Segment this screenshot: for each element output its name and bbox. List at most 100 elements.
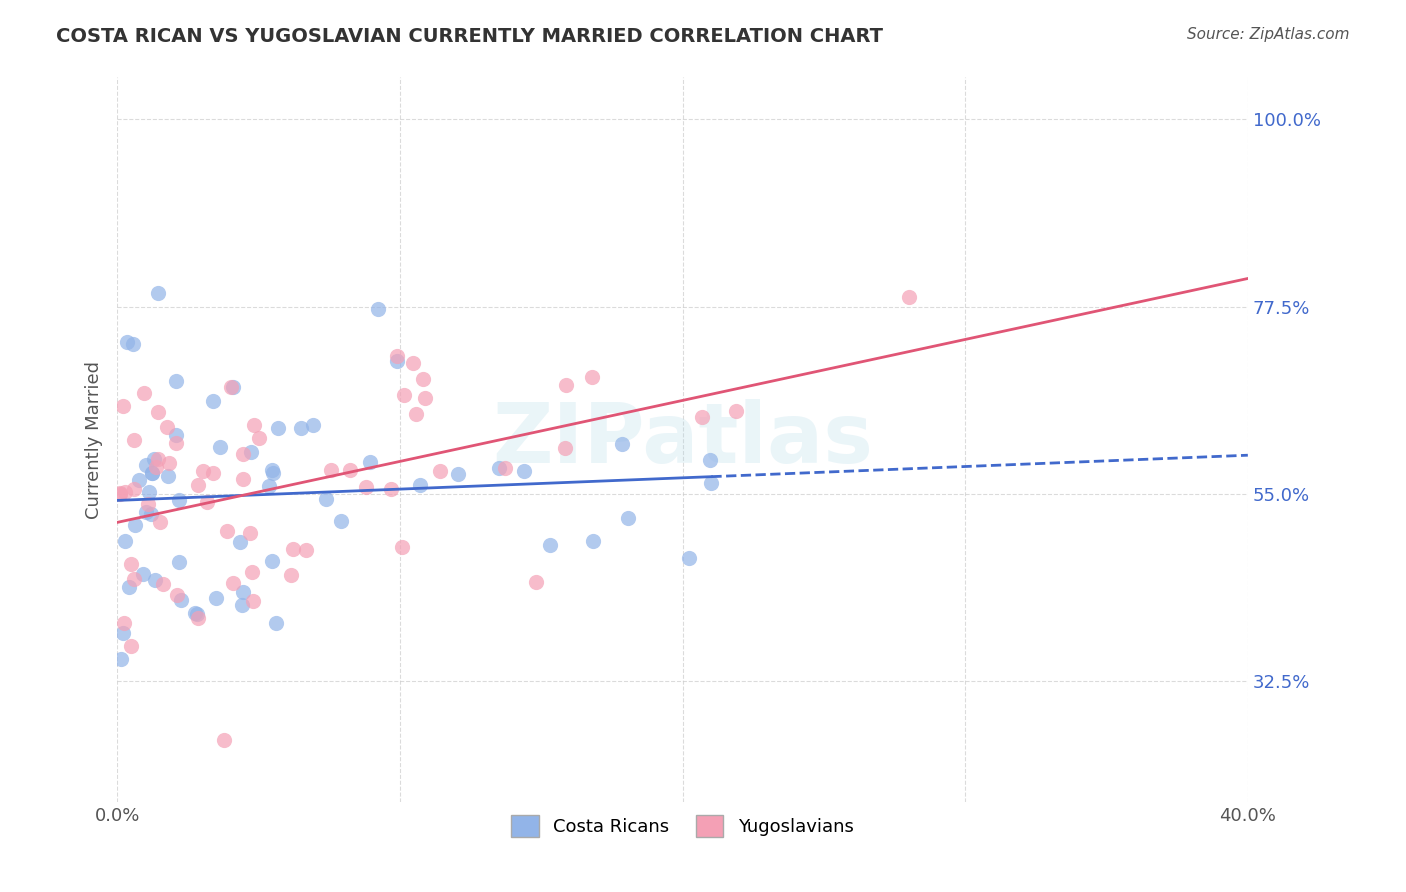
Point <box>187 477 209 491</box>
Point <box>554 378 576 392</box>
Point <box>281 541 304 556</box>
Point <box>260 463 283 477</box>
Point <box>117 580 139 594</box>
Point <box>447 467 470 481</box>
Point <box>247 431 270 445</box>
Point <box>143 451 166 466</box>
Point <box>692 410 714 425</box>
Point <box>114 484 136 499</box>
Point <box>367 301 389 316</box>
Point <box>136 497 159 511</box>
Point <box>359 455 381 469</box>
Point <box>290 421 312 435</box>
Point <box>124 518 146 533</box>
Point <box>183 607 205 621</box>
Point <box>240 444 263 458</box>
Point <box>898 290 921 304</box>
Text: COSTA RICAN VS YUGOSLAVIAN CURRENTLY MARRIED CORRELATION CHART: COSTA RICAN VS YUGOSLAVIAN CURRENTLY MAR… <box>56 27 883 45</box>
Point <box>339 463 361 477</box>
Point <box>494 461 516 475</box>
Point <box>301 418 323 433</box>
Point <box>169 593 191 607</box>
Point <box>117 334 139 349</box>
Point <box>219 380 242 394</box>
Point <box>108 486 131 500</box>
Point <box>204 591 226 606</box>
Point <box>212 732 235 747</box>
Point <box>157 456 180 470</box>
Point <box>387 354 409 368</box>
Point <box>165 435 187 450</box>
Point <box>111 399 134 413</box>
Point <box>391 541 413 555</box>
Point <box>409 477 432 491</box>
Point <box>132 385 155 400</box>
Point <box>242 565 264 579</box>
Point <box>167 493 190 508</box>
Point <box>124 572 146 586</box>
Point <box>524 574 547 589</box>
Text: ZIPatlas: ZIPatlas <box>492 400 873 481</box>
Point <box>488 460 510 475</box>
Point <box>356 480 378 494</box>
Point <box>131 567 153 582</box>
Point <box>146 405 169 419</box>
Legend: Costa Ricans, Yugoslavians: Costa Ricans, Yugoslavians <box>505 807 860 844</box>
Point <box>165 427 187 442</box>
Point <box>149 515 172 529</box>
Point <box>191 464 214 478</box>
Y-axis label: Currently Married: Currently Married <box>86 361 103 519</box>
Point <box>143 574 166 588</box>
Point <box>141 467 163 481</box>
Point <box>112 615 135 630</box>
Point <box>122 482 145 496</box>
Point <box>202 394 225 409</box>
Point <box>120 639 142 653</box>
Point <box>120 557 142 571</box>
Point <box>215 524 238 538</box>
Point <box>700 475 723 490</box>
Point <box>112 625 135 640</box>
Point <box>232 472 254 486</box>
Point <box>165 374 187 388</box>
Point <box>329 514 352 528</box>
Point <box>231 598 253 612</box>
Point <box>155 419 177 434</box>
Point <box>242 594 264 608</box>
Point <box>405 407 427 421</box>
Point <box>264 616 287 631</box>
Point <box>114 533 136 548</box>
Point <box>678 550 700 565</box>
Point <box>156 469 179 483</box>
Point <box>128 473 150 487</box>
Point <box>259 479 281 493</box>
Point <box>243 418 266 433</box>
Point <box>267 421 290 435</box>
Point <box>167 555 190 569</box>
Point <box>195 495 218 509</box>
Point <box>513 464 536 478</box>
Point <box>295 543 318 558</box>
Point <box>138 485 160 500</box>
Point <box>141 466 163 480</box>
Point <box>232 585 254 599</box>
Point <box>380 482 402 496</box>
Point <box>135 458 157 472</box>
Point <box>122 336 145 351</box>
Point <box>152 577 174 591</box>
Point <box>554 442 576 456</box>
Point <box>209 440 232 454</box>
Point <box>186 611 208 625</box>
Point <box>402 356 425 370</box>
Point <box>110 651 132 665</box>
Point <box>412 372 434 386</box>
Point <box>239 526 262 541</box>
Point <box>202 466 225 480</box>
Point <box>319 463 342 477</box>
Point <box>610 437 633 451</box>
Point <box>724 403 747 417</box>
Point <box>280 567 302 582</box>
Point <box>145 459 167 474</box>
Point <box>581 370 603 384</box>
Point <box>699 452 721 467</box>
